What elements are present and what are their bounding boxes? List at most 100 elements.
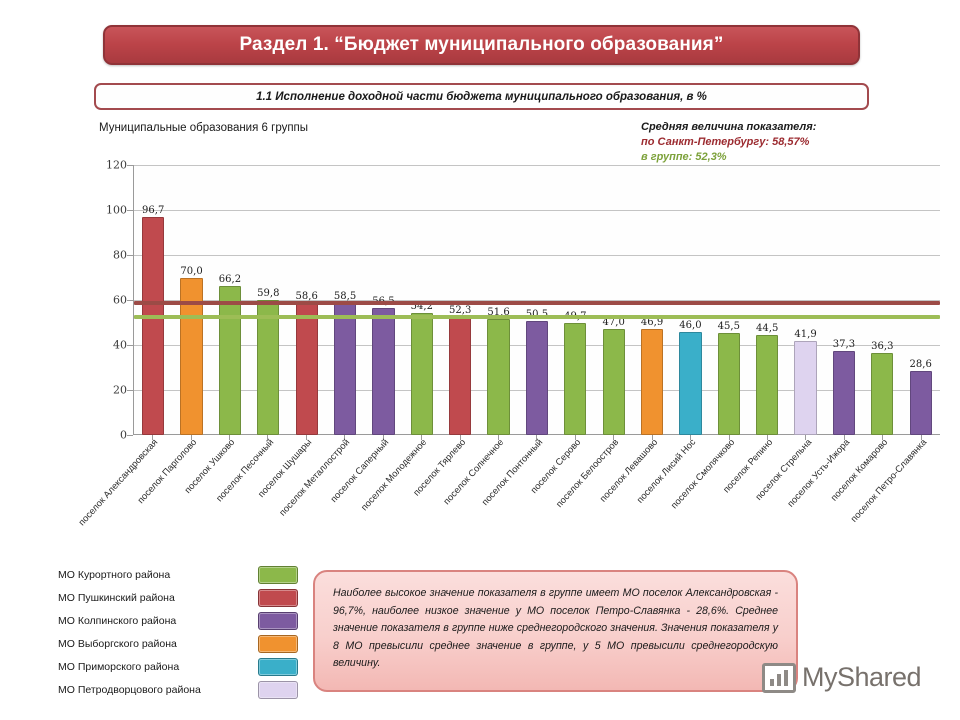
- average-group-value: в группе: 52,3%: [641, 151, 727, 163]
- bar-slot: 41,9: [786, 165, 824, 435]
- legend-item[interactable]: МО Курортного района: [58, 563, 298, 586]
- x-tick: [440, 435, 478, 442]
- x-tick: [133, 435, 171, 442]
- average-title: Средняя величина показателя:: [641, 121, 817, 133]
- summary-note-box: Наиболее высокое значение показателя в г…: [313, 570, 798, 692]
- y-tick-label: 40: [113, 338, 127, 352]
- bar[interactable]: 66,2: [219, 274, 241, 435]
- bar-value-label: 45,5: [717, 320, 740, 332]
- legend-item-label: МО Выборгского района: [58, 637, 177, 650]
- bar-slot: 28,6: [902, 165, 940, 435]
- bar-slot: 47,0: [595, 165, 633, 435]
- bar-value-label: 28,6: [909, 358, 932, 370]
- y-tick-label: 0: [120, 428, 127, 442]
- page-subtitle: 1.1 Исполнение доходной части бюджета му…: [256, 90, 707, 103]
- legend-color-swatch: [258, 611, 298, 630]
- bar-value-label: 70,0: [180, 265, 203, 277]
- bar[interactable]: 50,5: [526, 309, 548, 435]
- page-title: Раздел 1. “Бюджет муниципального образов…: [239, 34, 724, 55]
- bar-slot: 49,7: [556, 165, 594, 435]
- bar[interactable]: 59,8: [257, 288, 279, 435]
- bar[interactable]: 58,6: [296, 291, 318, 435]
- bar-slot: 59,8: [249, 165, 287, 435]
- subsection-title-banner: 1.1 Исполнение доходной части бюджета му…: [94, 83, 869, 110]
- plot-area: 96,7 70,0 66,2 59,8 58,6 58,5 56,5 54,2 52,3 51,6…: [133, 165, 940, 435]
- bar[interactable]: 51,6: [487, 307, 510, 435]
- bar[interactable]: 46,0: [679, 320, 702, 435]
- y-axis: 0 20 40 60 80 100 120: [99, 159, 133, 442]
- x-tick: [863, 435, 901, 442]
- summary-note-text: Наиболее высокое значение показателя в г…: [333, 587, 778, 669]
- legend-color-swatch: [258, 588, 298, 607]
- reference-line-city: [134, 301, 940, 306]
- bar-value-label: 41,9: [794, 328, 817, 340]
- bar-value-label: 54,2: [410, 301, 433, 313]
- y-tick-mark: [127, 255, 133, 256]
- x-tick: [594, 435, 632, 442]
- x-tick: [825, 435, 863, 442]
- bar-slot: 56,5: [364, 165, 402, 435]
- bar[interactable]: 36,3: [871, 341, 893, 435]
- y-tick-mark: [127, 300, 133, 301]
- bar-slot: 36,3: [863, 165, 901, 435]
- bar-value-label: 46,9: [640, 317, 664, 329]
- gridline: [134, 210, 940, 211]
- x-tick: [287, 435, 325, 442]
- x-tick: [709, 435, 747, 442]
- x-tick: [402, 435, 440, 442]
- bar-value-label: 66,2: [218, 274, 242, 286]
- legend-item[interactable]: МО Пушкинский района: [58, 586, 298, 609]
- gridline: [134, 300, 940, 301]
- bar[interactable]: 44,5: [756, 323, 778, 435]
- bar-slot: 58,6: [288, 165, 326, 435]
- bar-chart: 0 20 40 60 80 100 120 96,7 70,0 66,2 59,8 58,6 58,5…: [99, 159, 940, 450]
- bar-value-label: 36,3: [871, 341, 894, 353]
- bar-slot: 70,0: [172, 165, 210, 435]
- bar-slot: 37,3: [825, 165, 863, 435]
- bar[interactable]: 52,3: [449, 305, 471, 435]
- bar[interactable]: 54,2: [411, 301, 433, 435]
- bar[interactable]: 47,0: [603, 317, 625, 435]
- y-tick-label: 100: [106, 203, 127, 217]
- bar-slot: 44,5: [748, 165, 786, 435]
- bar[interactable]: 58,5: [334, 291, 356, 435]
- bar[interactable]: 45,5: [718, 321, 740, 435]
- x-tick: [556, 435, 594, 442]
- y-tick-mark: [127, 165, 133, 166]
- x-tick: [671, 435, 709, 442]
- bar-slot: 50,5: [518, 165, 556, 435]
- legend-item-label: МО Приморского района: [58, 660, 180, 673]
- y-tick-mark: [127, 345, 133, 346]
- group-caption: Муниципальные образования 6 группы: [99, 122, 309, 134]
- bar[interactable]: 49,7: [564, 311, 586, 435]
- bar-value-label: 51,6: [487, 306, 510, 318]
- legend-item[interactable]: МО Приморского района: [58, 655, 298, 678]
- bar[interactable]: 37,3: [833, 339, 855, 435]
- bar-value-label: 52,3: [449, 305, 472, 317]
- x-tick: [479, 435, 517, 442]
- bar[interactable]: 46,9: [641, 317, 663, 435]
- chart-legend: МО Курортного района МО Пушкинский района…: [58, 563, 298, 701]
- bar-slot: 46,0: [671, 165, 709, 435]
- y-tick-label: 80: [113, 248, 127, 262]
- legend-item[interactable]: МО Выборгского района: [58, 632, 298, 655]
- bar[interactable]: 56,5: [372, 296, 395, 435]
- average-summary: Средняя величина показателя: по Санкт-Пе…: [641, 120, 816, 165]
- average-city-value: по Санкт-Петербургу: 58,57%: [641, 136, 810, 148]
- x-tick: [171, 435, 209, 442]
- bar-value-label: 50,5: [526, 309, 548, 320]
- watermark: MyShared: [762, 662, 922, 693]
- bar-value-label: 46,0: [679, 319, 702, 331]
- bar[interactable]: 41,9: [794, 329, 817, 435]
- x-tick: [248, 435, 286, 442]
- bar-slot: 46,9: [633, 165, 671, 435]
- bar[interactable]: 28,6: [910, 359, 932, 435]
- bar-value-label: 44,5: [756, 322, 779, 334]
- x-tick: [210, 435, 248, 442]
- legend-item[interactable]: МО Колпинского района: [58, 609, 298, 632]
- legend-item[interactable]: МО Петродворцового района: [58, 678, 298, 701]
- bar-value-label: 47,0: [602, 317, 625, 329]
- bar-value-label: 59,8: [257, 288, 280, 300]
- bar-value-label: 58,6: [295, 291, 318, 303]
- bar[interactable]: 96,7: [142, 205, 164, 435]
